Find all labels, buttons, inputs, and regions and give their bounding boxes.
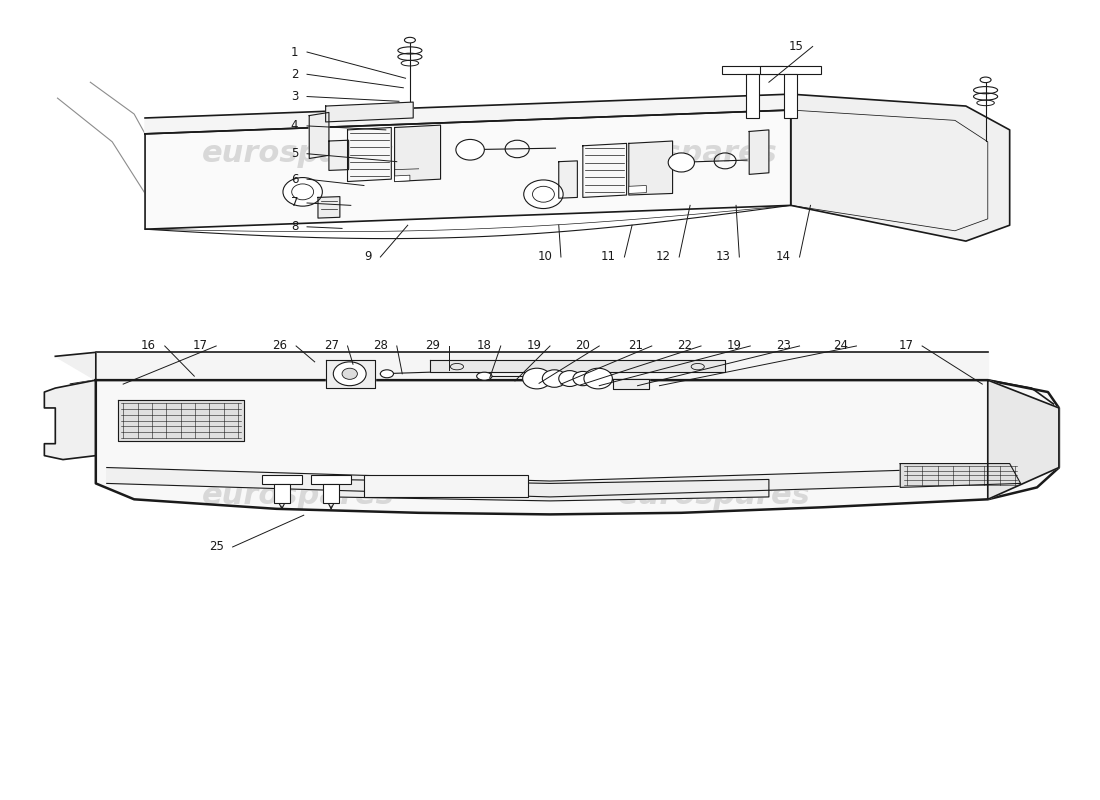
Text: 26: 26 xyxy=(273,339,287,353)
Polygon shape xyxy=(118,400,243,442)
Text: 2: 2 xyxy=(290,68,298,81)
Text: 20: 20 xyxy=(575,339,591,353)
Circle shape xyxy=(573,371,593,386)
Polygon shape xyxy=(331,479,769,501)
Text: 19: 19 xyxy=(726,339,741,353)
Ellipse shape xyxy=(476,372,492,380)
Circle shape xyxy=(524,180,563,209)
Text: 12: 12 xyxy=(656,250,670,263)
Text: 19: 19 xyxy=(526,339,541,353)
Text: 5: 5 xyxy=(290,147,298,160)
Text: 7: 7 xyxy=(290,197,298,210)
Text: 18: 18 xyxy=(477,339,492,353)
Text: eurospares: eurospares xyxy=(202,139,395,168)
Ellipse shape xyxy=(381,370,394,378)
Circle shape xyxy=(584,368,613,389)
Text: eurospares: eurospares xyxy=(202,481,395,510)
Polygon shape xyxy=(145,110,791,229)
Text: 8: 8 xyxy=(290,220,298,234)
Polygon shape xyxy=(96,352,988,380)
Polygon shape xyxy=(326,360,375,388)
Text: 17: 17 xyxy=(899,339,913,353)
Circle shape xyxy=(333,362,366,386)
Text: 25: 25 xyxy=(209,541,224,554)
Polygon shape xyxy=(309,113,329,158)
Polygon shape xyxy=(746,74,759,118)
Polygon shape xyxy=(629,141,672,195)
Polygon shape xyxy=(722,66,783,74)
Polygon shape xyxy=(395,175,410,182)
Polygon shape xyxy=(583,143,627,198)
Polygon shape xyxy=(760,66,822,74)
Circle shape xyxy=(559,370,581,386)
Polygon shape xyxy=(559,161,578,198)
Polygon shape xyxy=(262,474,301,484)
Polygon shape xyxy=(629,186,647,194)
Circle shape xyxy=(522,368,551,389)
Polygon shape xyxy=(44,352,96,459)
Polygon shape xyxy=(988,380,1059,499)
Text: 16: 16 xyxy=(141,339,156,353)
Polygon shape xyxy=(326,102,414,122)
Polygon shape xyxy=(430,360,725,372)
Text: eurospares: eurospares xyxy=(585,139,778,168)
Polygon shape xyxy=(791,94,1010,241)
Text: 28: 28 xyxy=(373,339,388,353)
Polygon shape xyxy=(614,378,649,389)
Polygon shape xyxy=(311,474,351,484)
Text: 23: 23 xyxy=(776,339,791,353)
Polygon shape xyxy=(329,140,349,170)
Polygon shape xyxy=(323,484,339,503)
Circle shape xyxy=(668,153,694,172)
Text: 13: 13 xyxy=(716,250,730,263)
Text: 24: 24 xyxy=(833,339,848,353)
Text: 21: 21 xyxy=(628,339,643,353)
Polygon shape xyxy=(749,130,769,174)
Text: 14: 14 xyxy=(776,250,791,263)
Polygon shape xyxy=(784,74,798,118)
Polygon shape xyxy=(348,127,392,182)
Text: 1: 1 xyxy=(290,46,298,58)
Text: 17: 17 xyxy=(192,339,208,353)
Polygon shape xyxy=(107,467,993,497)
Polygon shape xyxy=(364,475,528,497)
Ellipse shape xyxy=(980,77,991,82)
Text: 6: 6 xyxy=(290,173,298,186)
Polygon shape xyxy=(274,484,289,503)
Text: 27: 27 xyxy=(323,339,339,353)
Text: eurospares: eurospares xyxy=(618,481,811,510)
Circle shape xyxy=(283,178,322,206)
Text: 10: 10 xyxy=(537,250,552,263)
Polygon shape xyxy=(900,463,1021,487)
Text: 29: 29 xyxy=(426,339,441,353)
Circle shape xyxy=(455,139,484,160)
Polygon shape xyxy=(96,380,1059,514)
Text: 3: 3 xyxy=(290,90,298,103)
Text: 22: 22 xyxy=(678,339,692,353)
Text: 9: 9 xyxy=(364,250,372,263)
Text: 11: 11 xyxy=(601,250,616,263)
Polygon shape xyxy=(395,125,441,182)
Polygon shape xyxy=(145,94,791,134)
Polygon shape xyxy=(318,197,340,218)
Text: 4: 4 xyxy=(290,119,298,133)
Text: 15: 15 xyxy=(789,40,804,53)
Circle shape xyxy=(342,368,358,379)
Ellipse shape xyxy=(405,38,416,43)
Circle shape xyxy=(542,370,566,387)
